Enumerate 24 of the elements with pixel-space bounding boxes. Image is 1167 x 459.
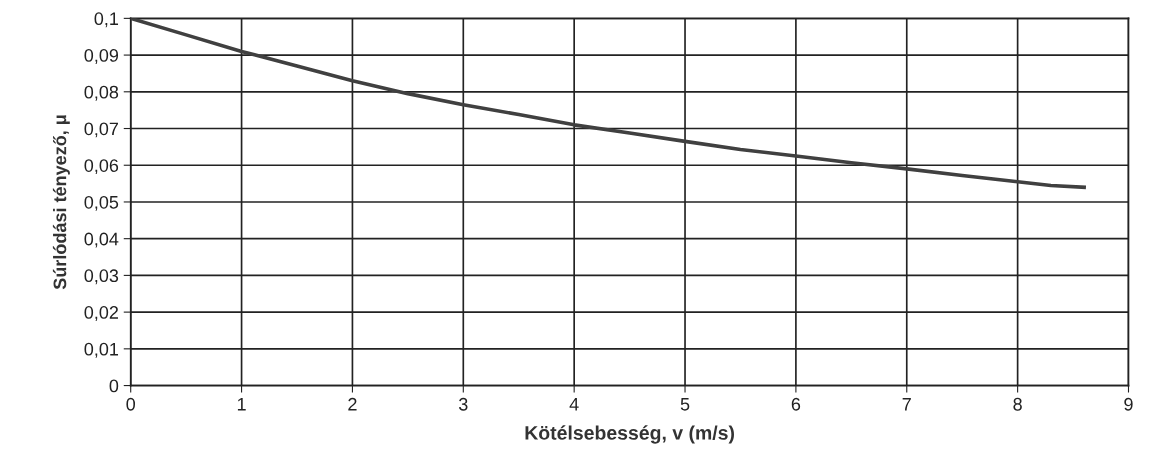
y-tick-label: 0,08 <box>84 85 119 101</box>
y-tick-label: 0 <box>109 379 119 393</box>
line-series <box>130 18 1086 190</box>
y-tick-label: 0,04 <box>84 232 119 248</box>
x-tick-label: 6 <box>791 397 801 411</box>
x-tick-label: 4 <box>569 398 579 411</box>
y-tick-label: 0,06 <box>84 159 119 175</box>
x-tick-label: 8 <box>1013 397 1022 411</box>
y-tick-label: 0,03 <box>84 269 119 285</box>
x-tick-label: 3 <box>458 397 468 411</box>
x-tick-label: 1 <box>237 398 246 411</box>
y-tick-label: 0,1 <box>94 12 119 28</box>
y-axis-title: Súrlódási tényező, μ <box>52 115 70 290</box>
x-tick-label: 9 <box>1124 397 1133 411</box>
y-tick-label: 0,01 <box>84 342 119 358</box>
x-tick-label: 7 <box>902 398 911 411</box>
y-tick-label: 0,09 <box>84 49 119 64</box>
x-tick-label: 2 <box>348 397 357 411</box>
x-tick-label: 5 <box>680 398 690 411</box>
y-tick-label: 0,07 <box>84 122 118 138</box>
x-axis-title: Kötélsebesség, v (m/s) <box>525 425 734 444</box>
x-tick-label: 0 <box>126 397 136 411</box>
y-tick-label: 0,05 <box>84 195 119 211</box>
y-tick-label: 0,02 <box>84 306 118 321</box>
